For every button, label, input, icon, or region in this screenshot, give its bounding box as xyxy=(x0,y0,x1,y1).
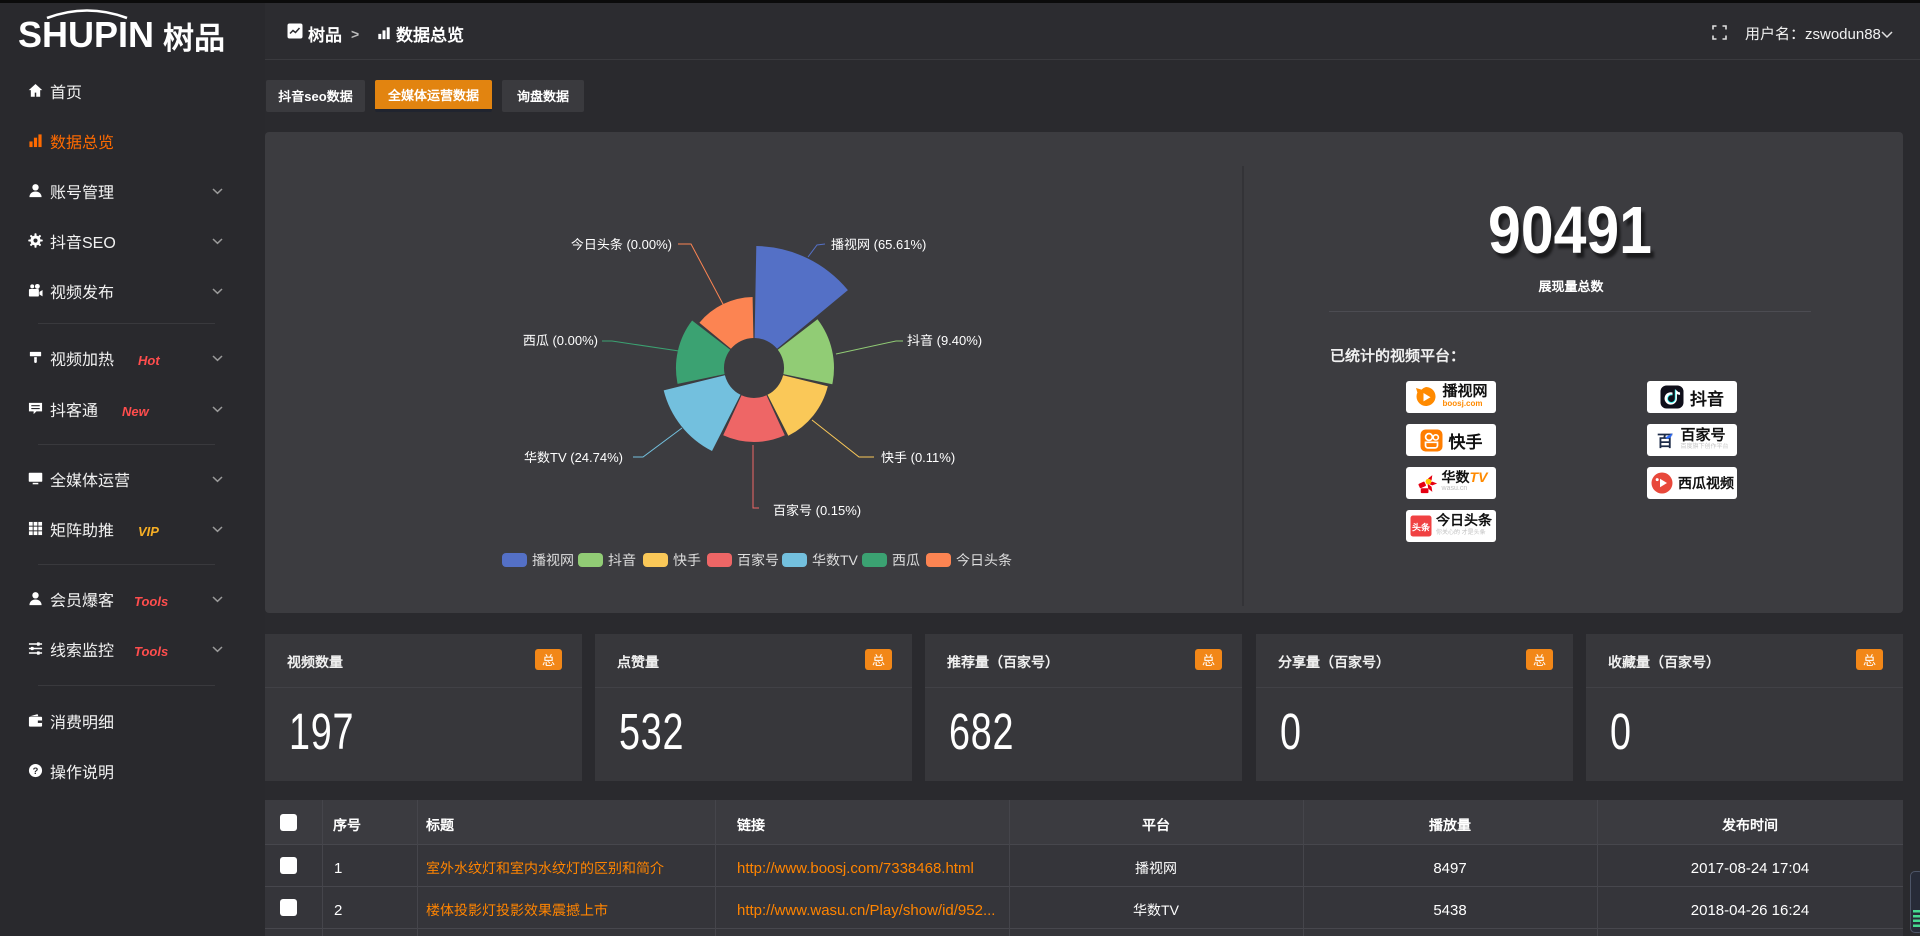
svg-text:?: ? xyxy=(33,766,39,776)
svg-text:百: 百 xyxy=(1657,430,1673,451)
svg-text:头条: 头条 xyxy=(1412,521,1431,534)
